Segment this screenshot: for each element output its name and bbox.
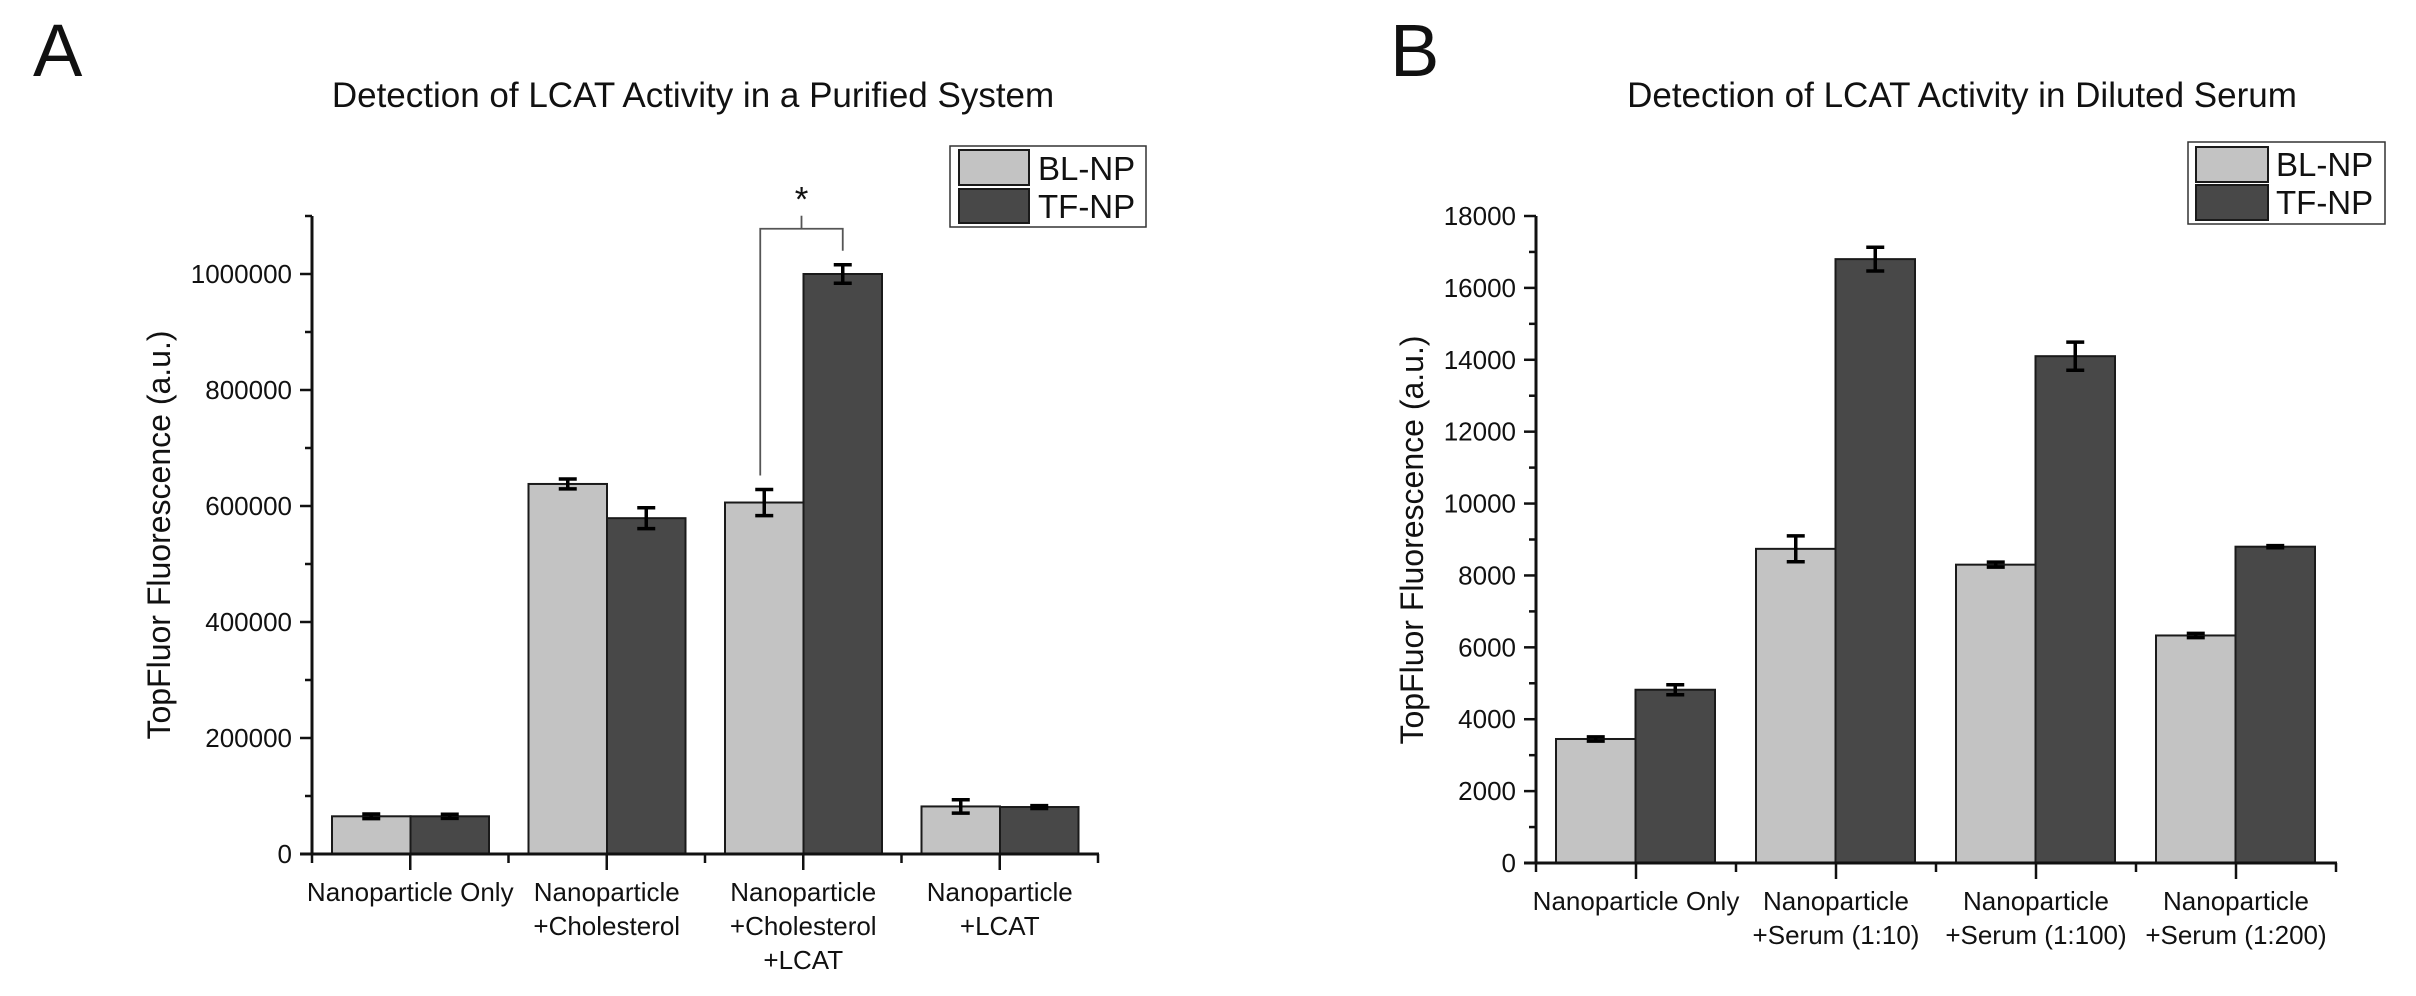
- panel-letter-b: B: [1390, 9, 1439, 92]
- legend-swatch-tf-np-a: [958, 188, 1030, 224]
- y-tick-label-a: 400000: [205, 607, 292, 637]
- error-bar-bl-np-b-2: [1986, 560, 2005, 569]
- error-bar-bl-np-b-3: [2186, 631, 2205, 640]
- y-tick-label-a: 0: [278, 839, 292, 869]
- bar-bl-np-a-1: [527, 482, 608, 855]
- plot-area-a: 0 200000 400000 600000 800000 1000000 Nanopart…: [191, 181, 1100, 975]
- error-bar-tf-np-b-0: [1666, 682, 1685, 697]
- x-tick-label-b-2: Nanoparticle +Serum (1:100): [1945, 886, 2126, 950]
- y-tick-label-b: 10000: [1444, 489, 1516, 519]
- error-bar-bl-np-a-0: [362, 812, 381, 821]
- y-tick-label-b: 0: [1502, 848, 1516, 878]
- legend-label-bl-np-b: BL-NP: [2276, 146, 2373, 183]
- bar-bl-np-b-3: [2155, 634, 2237, 865]
- panel-a: A Detection of LCAT Activity in a Purifi…: [33, 9, 1147, 975]
- bar-tf-np-a-2: [802, 273, 883, 855]
- y-tick-label-b: 4000: [1458, 704, 1516, 734]
- x-tick-label-b-1: Nanoparticle +Serum (1:10): [1753, 886, 1920, 950]
- legend-swatch-tf-np-b: [2195, 184, 2269, 221]
- error-bar-bl-np-a-2: [755, 487, 774, 518]
- bar-tf-np-a-3: [999, 806, 1080, 856]
- legend-swatch-bl-np-a: [958, 149, 1030, 186]
- y-tick-label-b: 14000: [1444, 345, 1516, 375]
- x-tick-label-a-3: Nanoparticle +LCAT: [927, 877, 1073, 941]
- error-bar-tf-np-a-3: [1030, 803, 1049, 811]
- legend-b: BL-NP TF-NP: [2187, 141, 2386, 225]
- legend-a: BL-NP TF-NP: [949, 145, 1147, 228]
- bar-bl-np-a-2: [724, 501, 805, 855]
- bar-bl-np-b-1: [1755, 547, 1837, 865]
- chart-title-b: Detection of LCAT Activity in Diluted Se…: [1627, 76, 2297, 115]
- bar-bl-np-a-0: [331, 815, 412, 855]
- y-tick-label-a: 200000: [205, 723, 292, 753]
- error-bar-tf-np-b-1: [1866, 245, 1885, 273]
- plot-area-b: 0 2000 4000 6000 8000 10000 12000 14000 16000 180…: [1444, 201, 2338, 950]
- error-bar-bl-np-a-3: [951, 798, 970, 815]
- significance-asterisk: *: [795, 181, 809, 220]
- x-tick-label-a-0: Nanoparticle Only: [307, 877, 514, 907]
- y-tick-label-b: 16000: [1444, 273, 1516, 303]
- bar-bl-np-b-2: [1955, 563, 2037, 865]
- bar-tf-np-b-2: [2034, 355, 2116, 864]
- legend-label-tf-np-a: TF-NP: [1038, 188, 1135, 225]
- legend-label-bl-np-a: BL-NP: [1038, 150, 1135, 187]
- significance-bracket: *: [759, 181, 844, 476]
- y-tick-label-a: 800000: [205, 375, 292, 405]
- error-bar-tf-np-a-0: [440, 812, 459, 821]
- y-tick-label-b: 8000: [1458, 560, 1516, 590]
- x-tick-label-a-2: Nanoparticle +Cholesterol +LCAT: [730, 877, 877, 975]
- x-tick-label-b-3: Nanoparticle +Serum (1:200): [2145, 886, 2326, 950]
- error-bar-bl-np-b-0: [1586, 735, 1605, 743]
- panel-letter-a: A: [33, 9, 83, 92]
- bar-tf-np-b-3: [2234, 545, 2316, 864]
- x-tick-label-b-0: Nanoparticle Only: [1533, 886, 1740, 916]
- x-tick-label-a-1: Nanoparticle +Cholesterol: [533, 877, 680, 941]
- error-bar-bl-np-b-1: [1786, 534, 1805, 564]
- legend-swatch-bl-np-b: [2195, 146, 2269, 183]
- bar-tf-np-a-1: [606, 517, 687, 855]
- y-tick-label-b: 6000: [1458, 632, 1516, 662]
- bar-bl-np-b-0: [1555, 737, 1637, 864]
- error-bar-tf-np-a-2: [833, 262, 852, 286]
- y-tick-label-b: 18000: [1444, 201, 1516, 231]
- bar-tf-np-b-0: [1634, 688, 1716, 865]
- y-axis-label-b: TopFluor Fluorescence (a.u.): [1394, 335, 1430, 744]
- error-bar-bl-np-a-1: [558, 477, 577, 491]
- y-tick-label-b: 2000: [1458, 776, 1516, 806]
- bar-tf-np-a-0: [409, 815, 490, 855]
- panel-b: B Detection of LCAT Activity in Diluted …: [1390, 9, 2386, 950]
- chart-title-a: Detection of LCAT Activity in a Purified…: [332, 76, 1054, 115]
- y-tick-label-b: 12000: [1444, 417, 1516, 447]
- bar-tf-np-b-1: [1834, 258, 1916, 864]
- error-bar-tf-np-b-3: [2266, 543, 2285, 550]
- y-axis-label-a: TopFluor Fluorescence (a.u.): [141, 330, 177, 739]
- y-tick-label-a: 1000000: [191, 259, 292, 289]
- error-bar-tf-np-a-1: [637, 505, 656, 531]
- legend-label-tf-np-b: TF-NP: [2276, 184, 2373, 221]
- error-bar-tf-np-b-2: [2066, 340, 2085, 372]
- y-tick-label-a: 600000: [205, 491, 292, 521]
